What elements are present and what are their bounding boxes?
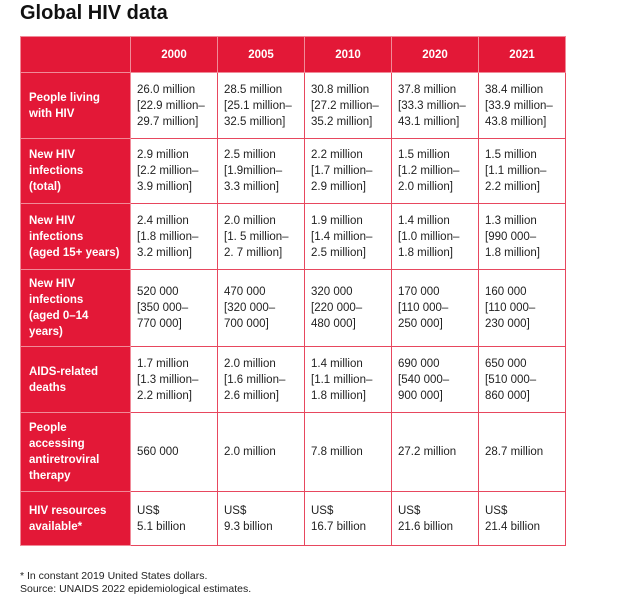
table-cell: 27.2 million (391, 412, 479, 492)
table-cell: 1.5 million [1.2 million– 2.0 million] (391, 138, 479, 204)
footnote-source: Source: UNAIDS 2022 epidemiological esti… (20, 583, 252, 595)
table-cell: 690 000 [540 000– 900 000] (391, 346, 479, 413)
table-cell: 170 000 [110 000– 250 000] (391, 269, 479, 347)
table-cell: 2.4 million [1.8 million– 3.2 million] (130, 203, 218, 270)
table-cell: 160 000 [110 000– 230 000] (478, 269, 566, 347)
corner-header (20, 36, 131, 73)
page-title: Global HIV data (20, 2, 168, 24)
row-header: AIDS-related deaths (20, 346, 131, 413)
table-cell: 28.7 million (478, 412, 566, 492)
table-cell: US$ 5.1 billion (130, 491, 218, 546)
table-cell: 2.0 million [1. 5 million– 2. 7 million] (217, 203, 305, 270)
table-row: People living with HIV 26.0 million [22.9… (20, 72, 566, 139)
table-cell: US$ 9.3 billion (217, 491, 305, 546)
row-header: New HIV infections (aged 0–14 years) (20, 269, 131, 347)
row-header: HIV resources available* (20, 491, 131, 546)
column-header: 2000 (130, 36, 218, 73)
table-cell: 320 000 [220 000– 480 000] (304, 269, 392, 347)
table-cell: 1.5 million [1.1 million– 2.2 million] (478, 138, 566, 204)
table-cell: 26.0 million [22.9 million– 29.7 million… (130, 72, 218, 139)
column-header: 2021 (478, 36, 566, 73)
row-header: New HIV infections (aged 15+ years) (20, 203, 131, 270)
table-cell: US$ 21.4 billion (478, 491, 566, 546)
table-row: New HIV infections (total) 2.9 million [2… (20, 138, 566, 204)
table-cell: 650 000 [510 000– 860 000] (478, 346, 566, 413)
table-cell: 2.9 million [2.2 million– 3.9 million] (130, 138, 218, 204)
table-cell: 37.8 million [33.3 million– 43.1 million… (391, 72, 479, 139)
table-cell: 2.2 million [1.7 million– 2.9 million] (304, 138, 392, 204)
table-cell: 1.3 million [990 000– 1.8 million] (478, 203, 566, 270)
table-row: HIV resources available* US$ 5.1 billion U… (20, 491, 566, 546)
hiv-data-table: 2000 2005 2010 2020 2021 People living with … (20, 36, 566, 546)
row-header: New HIV infections (total) (20, 138, 131, 204)
row-header: People accessing antiretroviral therapy (20, 412, 131, 492)
table-cell: 1.4 million [1.1 million– 1.8 million] (304, 346, 392, 413)
footnotes: * In constant 2019 United States dollars… (20, 570, 251, 596)
table-cell: US$ 16.7 billion (304, 491, 392, 546)
column-header: 2010 (304, 36, 392, 73)
column-header: 2020 (391, 36, 479, 73)
table-row: New HIV infections (aged 15+ years) 2.4 m… (20, 203, 566, 270)
table-cell: 560 000 (130, 412, 218, 492)
table-cell: 7.8 million (304, 412, 392, 492)
row-header: People living with HIV (20, 72, 131, 139)
table-cell: US$ 21.6 billion (391, 491, 479, 546)
table-cell: 520 000 [350 000– 770 000] (130, 269, 218, 347)
table-cell: 30.8 million [27.2 million– 35.2 million… (304, 72, 392, 139)
table-cell: 2.0 million [1.6 million– 2.6 million] (217, 346, 305, 413)
table-cell: 28.5 million [25.1 million– 32.5 million… (217, 72, 305, 139)
table-row: New HIV infections (aged 0–14 years) 520 … (20, 269, 566, 347)
table-cell: 470 000 [320 000– 700 000] (217, 269, 305, 347)
header-row: 2000 2005 2010 2020 2021 (20, 36, 566, 73)
table-cell: 2.0 million (217, 412, 305, 492)
column-header: 2005 (217, 36, 305, 73)
table-row: AIDS-related deaths 1.7 million [1.3 mill… (20, 346, 566, 413)
table-cell: 1.7 million [1.3 million– 2.2 million] (130, 346, 218, 413)
table-row: People accessing antiretroviral therapy 5… (20, 412, 566, 492)
table-cell: 1.4 million [1.0 million– 1.8 million] (391, 203, 479, 270)
footnote-currency: * In constant 2019 United States dollars… (20, 570, 208, 582)
table-cell: 2.5 million [1.9million– 3.3 million] (217, 138, 305, 204)
table-cell: 38.4 million [33.9 million– 43.8 million… (478, 72, 566, 139)
table-cell: 1.9 million [1.4 million– 2.5 million] (304, 203, 392, 270)
